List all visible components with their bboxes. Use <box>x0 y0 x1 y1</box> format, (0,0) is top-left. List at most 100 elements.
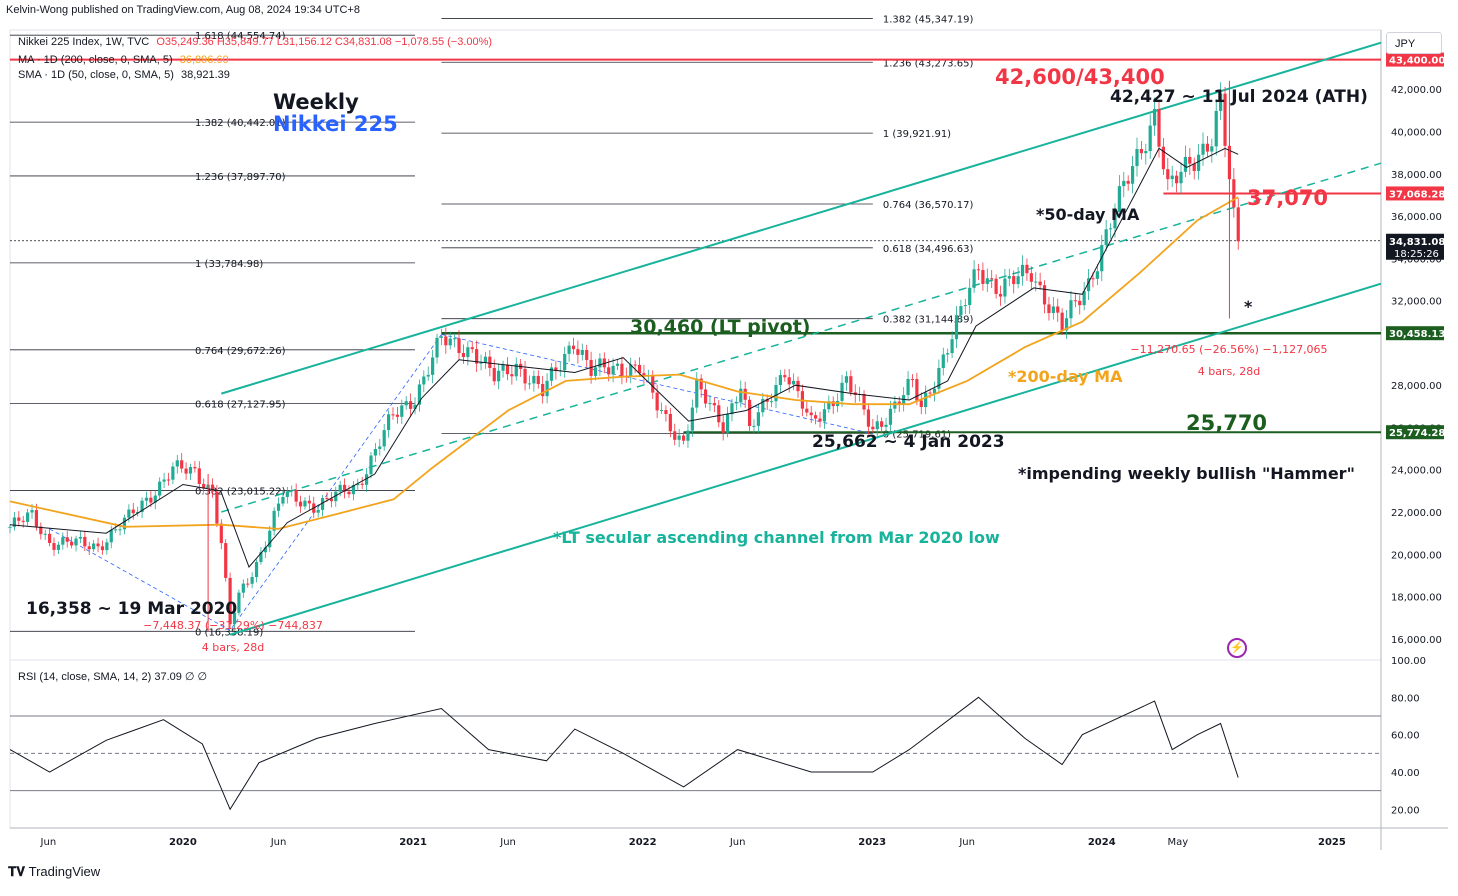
candle-body <box>906 378 910 395</box>
candle-body <box>1073 300 1077 302</box>
candle-body <box>1038 281 1042 286</box>
price-axis-badge <box>1386 186 1444 201</box>
candle-body <box>100 546 105 551</box>
candle-body <box>65 537 69 542</box>
rsi-tick-label: 20.00 <box>1391 805 1420 816</box>
candle-body <box>946 353 950 355</box>
candle-body <box>316 509 320 513</box>
candle-body <box>580 350 584 355</box>
candle-body <box>228 577 232 625</box>
candle-body <box>492 367 496 382</box>
candle-body <box>395 414 400 417</box>
annot-lt-pivot: 30,460 (LT pivot) <box>630 316 810 338</box>
candle-body <box>814 415 818 419</box>
candle-body <box>827 401 831 410</box>
time-tick-label: 2024 <box>1088 837 1116 848</box>
candle-body <box>1126 180 1130 184</box>
candle-body <box>413 404 417 409</box>
fib-left-label: 0.382 (23,015.22) <box>195 487 286 498</box>
annot-channel: *LT secular ascending channel from Mar 2… <box>553 528 1000 547</box>
time-tick-label: Jun <box>499 837 516 848</box>
candle-body <box>158 481 162 496</box>
fib-left-label: 1.236 (37,897.70) <box>195 172 286 183</box>
candle-body <box>373 448 377 456</box>
candle-body <box>686 430 690 441</box>
candle-body <box>360 483 364 485</box>
candle-body <box>342 484 347 492</box>
annot-measure-2020-a: −7,448.37 (−31.29%) −744,837 <box>143 619 323 632</box>
candle-body <box>400 405 404 417</box>
candle-body <box>166 479 171 481</box>
candle-body <box>1025 264 1029 274</box>
chart-title-line2: Nikkei 225 <box>273 112 398 136</box>
time-tick-label: 2022 <box>629 837 657 848</box>
candle-body <box>1197 154 1201 171</box>
replay-icon[interactable]: ⚡ <box>1227 638 1247 658</box>
candle-body <box>329 498 333 502</box>
candle-body <box>1060 312 1064 331</box>
currency-button[interactable]: JPY <box>1386 32 1442 54</box>
candle-body <box>83 536 87 547</box>
time-tick-label: 2025 <box>1318 837 1346 848</box>
candle-body <box>246 583 250 585</box>
candle-body <box>1232 179 1236 208</box>
candle-body <box>968 287 972 306</box>
candle-body <box>334 491 338 502</box>
candle-body <box>1175 175 1179 184</box>
annot-25770: 25,770 <box>1186 411 1267 435</box>
candle-body <box>673 431 677 440</box>
ma200-line <box>9 196 1239 530</box>
candle-body <box>545 380 549 397</box>
candle-body <box>114 529 118 531</box>
fib-right-label: 1.382 (45,347.19) <box>883 14 974 25</box>
candle-body <box>488 356 492 368</box>
candle-body <box>844 376 849 383</box>
candle-body <box>1117 186 1121 213</box>
candle-body <box>497 370 501 382</box>
candle-body <box>998 293 1003 297</box>
candle-body <box>615 363 620 366</box>
legend-sma50-label: SMA · 1D (50, close, 0, SMA, 5) <box>18 69 174 81</box>
candle-body <box>1214 110 1218 147</box>
candle-body <box>479 362 483 364</box>
candle-body <box>276 503 281 511</box>
fib-left-label: 0 (16,358.19) <box>195 627 263 638</box>
candle-body <box>386 414 391 431</box>
candle-body <box>972 269 976 288</box>
candle-body <box>175 460 179 467</box>
candle-body <box>1223 93 1227 146</box>
candle-body <box>664 410 668 414</box>
candle-body <box>880 421 884 427</box>
candle-body <box>712 403 716 406</box>
candle-body <box>162 479 166 482</box>
candle-body <box>294 490 298 502</box>
candle-body <box>932 388 937 394</box>
candle-body <box>404 401 408 406</box>
candle-body <box>708 403 712 405</box>
candle-body <box>910 378 915 380</box>
time-tick-label: Jun <box>958 837 975 848</box>
candle-body <box>915 379 919 401</box>
candle-body <box>219 523 223 544</box>
rsi-tick-label: 40.00 <box>1391 768 1420 779</box>
candle-body <box>96 543 100 547</box>
candle-body <box>426 374 430 377</box>
candle-body <box>382 430 386 447</box>
price-pane <box>9 29 1382 661</box>
candle-body <box>61 537 65 545</box>
candle-body <box>39 526 43 535</box>
candle-body <box>1012 276 1016 285</box>
candle-body <box>783 375 787 378</box>
price-axis-badge <box>1386 233 1444 260</box>
candle-body <box>818 418 822 422</box>
price-tick-label: 32,000.00 <box>1391 297 1442 308</box>
candle-body <box>659 410 664 412</box>
candle-body <box>1069 300 1073 319</box>
candle-body <box>1183 156 1188 172</box>
price-tick-label: 40,000.00 <box>1391 127 1442 138</box>
candle-body <box>70 541 74 546</box>
annot-sma50-note: *50-day MA <box>1036 205 1140 224</box>
candle-body <box>756 412 760 426</box>
